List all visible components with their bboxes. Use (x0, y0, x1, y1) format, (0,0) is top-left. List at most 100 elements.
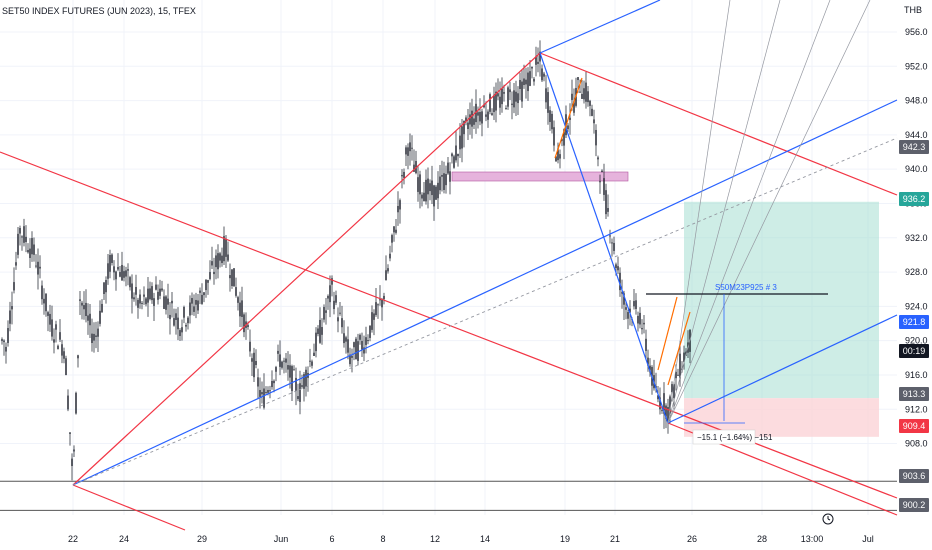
candle-body (371, 312, 373, 330)
clock-icon[interactable] (822, 513, 834, 525)
candle-body (399, 200, 401, 210)
candle-body (683, 352, 685, 362)
price-axis[interactable] (897, 0, 932, 550)
candle-body (283, 360, 285, 362)
candle-body (479, 112, 481, 122)
candle-body (341, 318, 343, 328)
candle-body (11, 306, 13, 310)
candle-body (343, 333, 345, 344)
candle-body (359, 334, 361, 340)
candle-body (141, 302, 143, 304)
candle-body (111, 254, 113, 263)
time-tick-label: 13:00 (801, 534, 824, 544)
candle-body (605, 190, 607, 215)
candle-body (419, 174, 421, 195)
price-series (1, 40, 691, 481)
candle-body (387, 268, 389, 272)
candle-body (51, 319, 53, 337)
candle-body (627, 312, 629, 319)
candle-body (27, 250, 29, 253)
candle-body (203, 292, 205, 296)
candle-body (143, 294, 145, 297)
fan-line (667, 0, 831, 424)
candle-body (311, 361, 313, 366)
candle-body (199, 290, 201, 293)
candle-body (195, 299, 197, 305)
candle-body (53, 339, 55, 343)
candle-body (671, 384, 673, 393)
candle-body (193, 306, 195, 312)
candle-body (85, 302, 87, 317)
candle-body (243, 314, 245, 333)
candle-body (533, 78, 535, 82)
candle-body (503, 92, 505, 94)
blue-trendline (667, 314, 898, 424)
candle-body (381, 299, 383, 308)
target-zone[interactable] (684, 201, 879, 399)
candle-body (583, 88, 585, 100)
candle-body (357, 341, 359, 361)
candle-body (117, 267, 119, 270)
candle-body (285, 358, 287, 363)
price-tag (899, 387, 929, 401)
drawing-tools[interactable] (0, 0, 898, 531)
candle-body (587, 91, 589, 103)
candle-body (413, 164, 415, 172)
candle-body (299, 383, 301, 402)
candle-body (313, 352, 315, 356)
candle-body (79, 299, 81, 301)
candle-body (573, 101, 575, 113)
candle-body (555, 156, 557, 162)
candle-body (559, 154, 561, 159)
orange-line (667, 311, 691, 386)
candle-body (81, 302, 83, 306)
candle-body (41, 285, 43, 300)
red-trendline (72, 52, 541, 486)
candle-body (47, 312, 49, 316)
price-tag-label: 921.8 (903, 317, 926, 327)
candle-body (217, 253, 219, 270)
price-tick-label: 948.0 (905, 96, 928, 106)
candle-body (525, 79, 527, 85)
candle-body (187, 317, 189, 324)
candle-body (337, 317, 339, 322)
candle-body (377, 304, 379, 306)
candle-body (113, 266, 115, 273)
candle-body (139, 294, 141, 304)
candle-body (493, 94, 495, 113)
candle-body (145, 298, 147, 305)
candle-body (603, 178, 605, 195)
candle-body (639, 312, 641, 325)
candle-body (601, 170, 603, 173)
candle-body (665, 405, 667, 419)
candle-body (495, 91, 497, 111)
candle-body (349, 354, 351, 365)
candle-body (95, 335, 97, 337)
candle-body (159, 288, 161, 296)
candle-body (13, 282, 15, 291)
candle-body (163, 296, 165, 309)
candle-body (409, 142, 411, 152)
candle-body (21, 236, 23, 238)
time-tick-label: 29 (197, 534, 207, 544)
time-tick-label: 8 (380, 534, 385, 544)
candle-body (615, 264, 617, 269)
candle-body (121, 264, 123, 281)
candle-body (423, 192, 425, 202)
time-tick-label: 26 (687, 534, 697, 544)
candle-body (19, 227, 21, 234)
candle-body (57, 345, 59, 350)
candle-body (477, 112, 479, 116)
candle-body (185, 324, 187, 327)
candle-body (211, 261, 213, 266)
candle-body (373, 313, 375, 320)
fan-line (667, 0, 871, 424)
highlight-box[interactable] (451, 171, 629, 182)
candle-body (115, 271, 117, 280)
candle-body (237, 297, 239, 303)
candle-body (455, 145, 457, 161)
blue-trendline (539, 0, 661, 54)
candle-body (1, 339, 3, 341)
candle-body (571, 93, 573, 100)
